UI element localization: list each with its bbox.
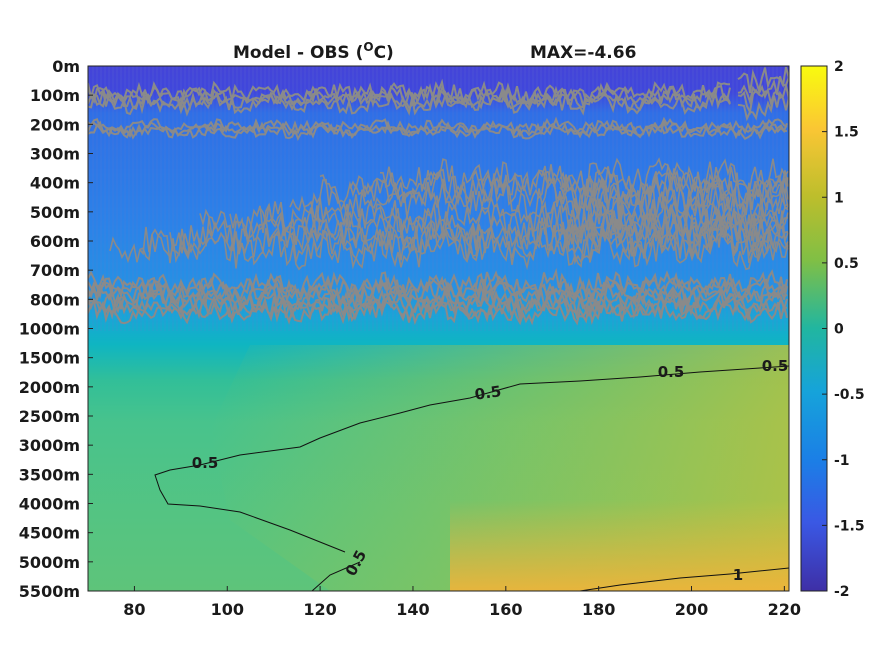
colorbar-tick-label: 2 <box>834 59 844 75</box>
obs-noise-line <box>88 273 788 302</box>
y-tick-label: 500m <box>30 203 80 222</box>
obs-noise-line <box>88 123 788 141</box>
x-tick-label: 200 <box>675 600 708 619</box>
obs-noise-line <box>88 91 731 117</box>
obs-noise-line <box>88 267 788 298</box>
contour-lines <box>154 365 790 592</box>
colorbar-axis: 2 1.5 1 0.5 0 -0.5 -1 -1.5 -2 <box>822 59 865 600</box>
x-tick-label: 220 <box>768 600 801 619</box>
obs-noise-line <box>88 298 788 326</box>
colorbar-tick-label: -1 <box>834 453 850 469</box>
y-tick-label: 700m <box>30 261 80 280</box>
contour-label: 1 <box>733 566 743 584</box>
y-tick-label: 1000m <box>19 320 80 339</box>
x-tick-label: 180 <box>582 600 615 619</box>
y-tick-label: 2000m <box>19 378 80 397</box>
chart-title: Model - OBS (OC) <box>233 40 394 63</box>
y-tick-label: 100m <box>30 86 80 105</box>
x-tick-label: 160 <box>489 600 522 619</box>
y-tick-label: 300m <box>30 145 80 164</box>
obs-noise-line <box>559 201 789 251</box>
x-tick-label: 120 <box>303 600 336 619</box>
colorbar-tick-label: 0.5 <box>834 256 859 272</box>
obs-noise-line <box>88 83 731 110</box>
x-tick-label: 100 <box>211 600 244 619</box>
max-label: MAX=-4.66 <box>530 43 636 63</box>
colorbar-tick-label: -2 <box>834 584 850 600</box>
y-tick-label: 1500m <box>19 349 80 368</box>
y-tick-label: 400m <box>30 174 80 193</box>
y-tick-label: 4000m <box>19 495 80 514</box>
colorbar-tick-label: 0 <box>834 322 844 338</box>
y-tick-label: 4500m <box>19 524 80 543</box>
contour-1 <box>579 567 790 592</box>
y-tick-label: 5000m <box>19 553 80 572</box>
colorbar-tick-label: -1.5 <box>834 518 865 534</box>
y-tick-label: 3500m <box>19 465 80 484</box>
y-tick-label: 3000m <box>19 436 80 455</box>
contour-label: 0.5 <box>762 357 789 375</box>
colorbar-tick-label: 1 <box>834 190 844 206</box>
obs-noise-line <box>88 78 731 105</box>
obs-noise-line <box>737 85 789 116</box>
x-tick-label: 140 <box>396 600 429 619</box>
y-tick-label: 800m <box>30 290 80 309</box>
y-tick-label: 200m <box>30 115 80 134</box>
obs-noise-line <box>737 90 789 122</box>
obs-noise-line <box>559 216 789 265</box>
x-axis: 80 100 120 140 160 180 200 220 <box>123 586 801 619</box>
contour-0.5-upper <box>154 365 790 553</box>
y-tick-label: 2500m <box>19 407 80 426</box>
contour-0.5-lower <box>311 561 361 592</box>
y-tick-label: 0m <box>52 57 80 76</box>
colorbar-tick-label: 1.5 <box>834 125 859 141</box>
x-tick-label: 80 <box>123 600 145 619</box>
obs-noise-line <box>88 293 788 323</box>
y-axis: 0m 100m 200m 300m 400m 500m 600m 700m 800m 1000m 1… <box>19 57 93 601</box>
contour-label: 0.5 <box>192 454 219 472</box>
obs-noise-line <box>737 75 789 106</box>
obs-contour-noise <box>88 66 789 326</box>
contour-label: 0.5 <box>474 382 503 404</box>
y-tick-label: 5500m <box>19 582 80 601</box>
colorbar-tick-label: -0.5 <box>834 387 865 403</box>
heatmap-field <box>88 66 789 591</box>
y-tick-label: 600m <box>30 232 80 251</box>
contour-label: 0.5 <box>658 363 685 381</box>
